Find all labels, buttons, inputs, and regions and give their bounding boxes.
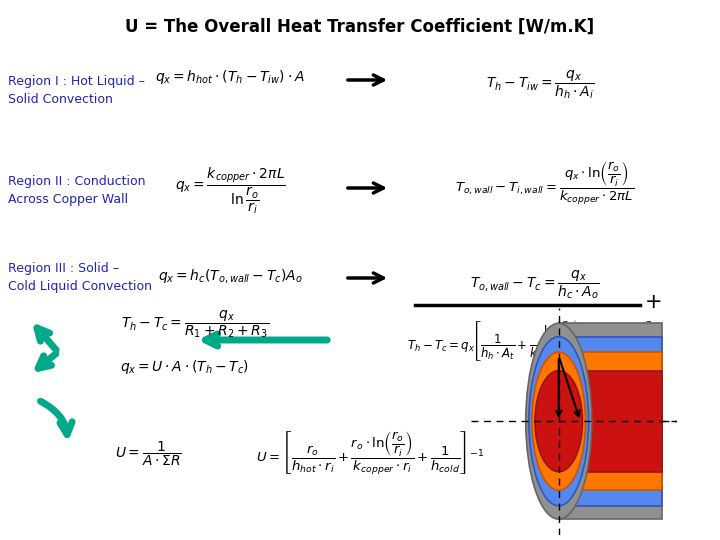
Ellipse shape (528, 336, 589, 506)
Text: $T_h - T_c = \dfrac{q_x}{R_1 + R_2 + R_3}$: $T_h - T_c = \dfrac{q_x}{R_1 + R_2 + R_3… (121, 308, 269, 340)
Text: $q_x = h_{hot}\cdot(T_h - T_{iw})\cdot A$: $q_x = h_{hot}\cdot(T_h - T_{iw})\cdot A… (156, 68, 305, 86)
Text: Region I : Hot Liquid –
Solid Convection: Region I : Hot Liquid – Solid Convection (8, 75, 145, 106)
Bar (559, 336, 662, 506)
Text: $U = \left[\dfrac{r_o}{h_{hot}\cdot r_i} + \dfrac{r_o\cdot\ln\!\left(\dfrac{r_o}: $U = \left[\dfrac{r_o}{h_{hot}\cdot r_i}… (256, 430, 484, 477)
Text: $U = \dfrac{1}{A\cdot\Sigma R}$: $U = \dfrac{1}{A\cdot\Sigma R}$ (114, 440, 181, 468)
Bar (559, 370, 662, 472)
Text: U = The Overall Heat Transfer Coefficient [W/m.K]: U = The Overall Heat Transfer Coefficien… (125, 18, 595, 36)
Text: $+$: $+$ (644, 293, 662, 312)
Text: Region II : Conduction
Across Copper Wall: Region II : Conduction Across Copper Wal… (8, 175, 145, 206)
Bar (559, 323, 662, 519)
Text: $T_h - T_c = q_x\!\left[\dfrac{1}{h_h\cdot A_t} + \dfrac{\ln\!\left(\dfrac{r_o}{: $T_h - T_c = q_x\!\left[\dfrac{1}{h_h\cd… (408, 318, 653, 363)
Text: $q_x = h_c(T_{o,wall} - T_c)A_o$: $q_x = h_c(T_{o,wall} - T_c)A_o$ (158, 267, 302, 285)
Ellipse shape (532, 352, 585, 490)
Text: $T_{o,wall} - T_c = \dfrac{q_x}{h_c\cdot A_o}$: $T_{o,wall} - T_c = \dfrac{q_x}{h_c\cdot… (470, 268, 600, 301)
Text: $T_h - T_{iw} = \dfrac{q_x}{h_h\cdot A_i}$: $T_h - T_{iw} = \dfrac{q_x}{h_h\cdot A_i… (486, 68, 594, 101)
Text: $T_{o,wall} - T_{i,wall} = \dfrac{q_x\cdot\ln\!\left(\dfrac{r_o}{r_i}\right)}{k_: $T_{o,wall} - T_{i,wall} = \dfrac{q_x\cd… (455, 160, 634, 207)
Bar (559, 352, 662, 490)
Text: $q_x = \dfrac{k_{copper}\cdot 2\pi L}{\ln\dfrac{r_o}{r_i}}$: $q_x = \dfrac{k_{copper}\cdot 2\pi L}{\l… (175, 165, 285, 216)
Text: $q_x = U\cdot A\cdot(T_h - T_c)$: $q_x = U\cdot A\cdot(T_h - T_c)$ (120, 358, 250, 376)
Ellipse shape (535, 370, 582, 472)
Text: Region III : Solid –
Cold Liquid Convection: Region III : Solid – Cold Liquid Convect… (8, 262, 152, 293)
Ellipse shape (526, 323, 592, 519)
